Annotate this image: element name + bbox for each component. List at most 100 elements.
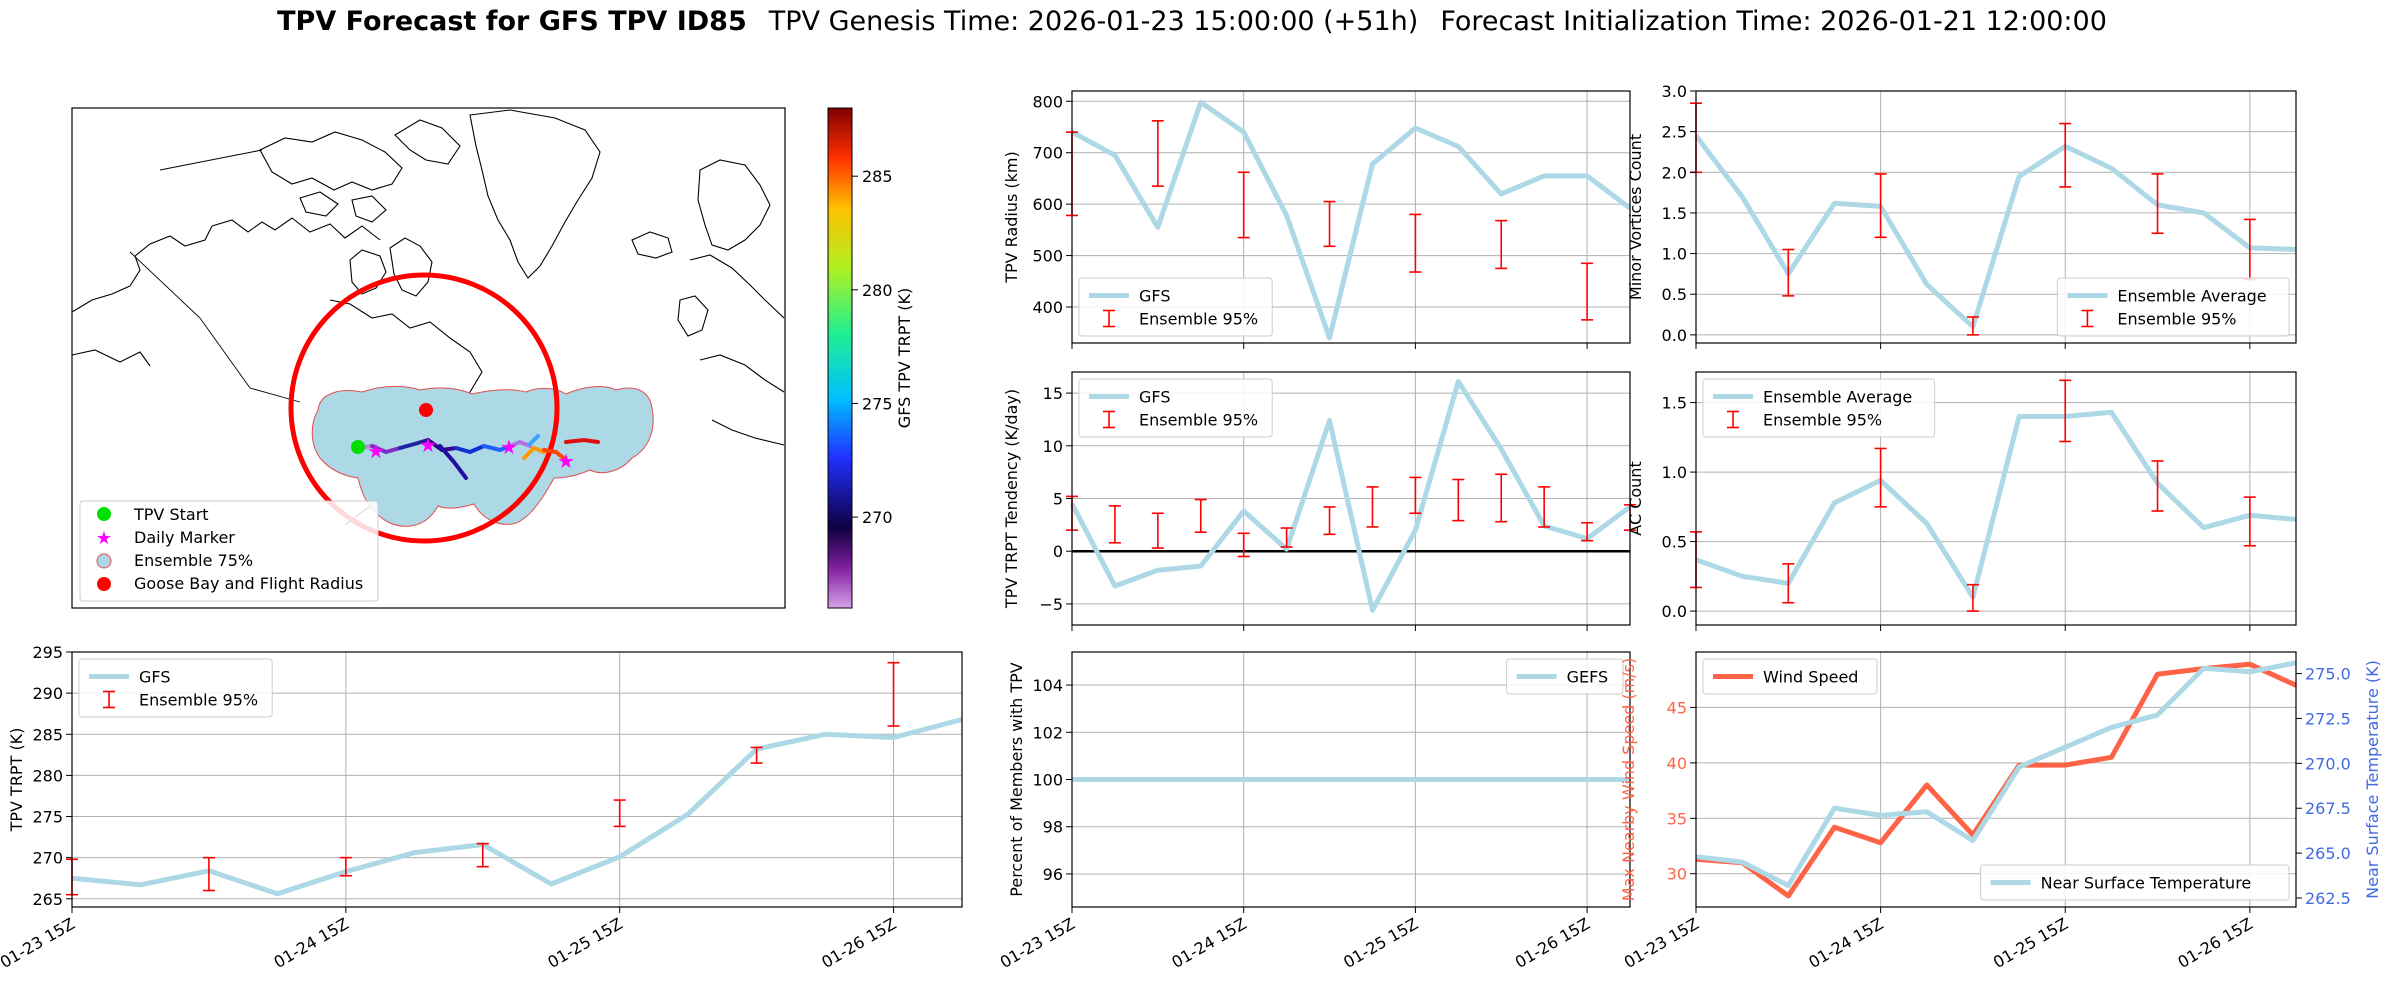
map-legend-label: Daily Marker: [134, 528, 235, 547]
legend-frame: [78, 658, 273, 718]
legend-label: GEFS: [1567, 668, 1609, 687]
x-tick-label: 01-25 15Z: [1990, 914, 2071, 972]
y-tick-label: 98: [1043, 818, 1063, 837]
series-line-ensemble-average: [1695, 409, 2297, 600]
map-legend-label: Goose Bay and Flight Radius: [134, 574, 363, 593]
map-panel: ★ ★ ★ ★ ★ TPV Start Daily Marker Ensembl…: [71, 107, 786, 609]
legend-frame: [1980, 864, 2290, 901]
y-tick-label: 104: [1032, 676, 1063, 695]
x-tick-label: 01-23 15Z: [997, 914, 1078, 972]
error-bar: [1409, 476, 1422, 515]
y-tick-label: 102: [1032, 723, 1063, 742]
legend-goosebay-icon: [97, 577, 111, 591]
error-bar: [1874, 447, 1887, 508]
error-bar: [1966, 583, 1979, 612]
y-axis-label-right: Near Surface Temperature (K): [2363, 660, 2382, 899]
y-tick-label: 280: [32, 766, 63, 785]
series-line-near-surface-temperature: [1695, 660, 2297, 888]
error-bar: [1108, 505, 1121, 544]
legend-frame: [2056, 277, 2290, 337]
error-bar: [1966, 316, 1979, 336]
y-tick-label: 290: [32, 684, 63, 703]
legend-label: GFS: [1139, 388, 1170, 407]
legend-ensemble-icon: [96, 553, 112, 569]
y-tick-label: 1.0: [1662, 463, 1687, 482]
y-tick-label: 1.5: [1662, 394, 1687, 413]
error-bar: [2151, 173, 2164, 235]
x-tick-label: 01-23 15Z: [1621, 914, 1702, 972]
axes-frame: [1695, 371, 2297, 626]
error-bar: [1874, 173, 1887, 239]
x-tick-label: 01-26 15Z: [2175, 914, 2256, 972]
y-tick-label-right: 265.0: [2305, 844, 2351, 863]
y-tick-label: −5: [1039, 595, 1063, 614]
chart-tendency: −5 0 5 10 15 TPV TRPT Tendency (K/day) GFS Ense…: [1002, 371, 1636, 631]
error-bar: [1237, 171, 1250, 239]
error-bar: [887, 661, 900, 727]
legend-errorbar-icon: [1103, 309, 1115, 328]
y-axis-label: TPV Radius (km): [1002, 151, 1021, 284]
y-tick-label: 265: [32, 890, 63, 909]
error-bar: [1194, 498, 1207, 534]
legend-errorbar-icon: [2081, 309, 2094, 328]
error-bar: [1581, 262, 1594, 321]
x-tick-label: 01-23 15Z: [0, 914, 78, 972]
series-line-wind-speed: [1695, 661, 2298, 899]
chart-legend: Ensemble Average Ensemble 95%: [2056, 277, 2290, 337]
map-legend: ★ TPV Start Daily Marker Ensemble 75% Go…: [79, 500, 379, 602]
y-tick-label: 15: [1043, 384, 1063, 403]
x-tick-label: 01-25 15Z: [544, 914, 625, 972]
y-tick-label-right: 262.5: [2305, 889, 2351, 908]
chart-legend: GFS Ensemble 95%: [78, 658, 273, 718]
y-tick-label: 2.5: [1662, 123, 1687, 142]
y-tick-label: 1.5: [1662, 204, 1687, 223]
chart-legend: Wind Speed: [1702, 658, 1878, 695]
error-bar: [1452, 478, 1465, 522]
y-axis-label: Max Nearby Wind Speed (m/s): [1619, 658, 1638, 901]
y-tick-label: 10: [1043, 437, 1063, 456]
title-init: Forecast Initialization Time: 2026-01-21…: [1440, 6, 2107, 37]
colorbar-tick-label: 275: [862, 394, 893, 413]
error-bar: [2059, 379, 2072, 443]
y-tick-label-right: 270.0: [2305, 754, 2351, 773]
y-tick-label: 3.0: [1662, 82, 1687, 101]
figure-title: TPV Forecast for GFS TPV ID85 TPV Genesis…: [0, 6, 2384, 37]
error-bar: [2243, 496, 2256, 547]
y-tick-label: 100: [1032, 771, 1063, 790]
goose-bay-marker: [419, 403, 433, 417]
daily-markers: ★ ★ ★ ★: [367, 433, 575, 473]
legend-label: Ensemble 95%: [139, 691, 258, 710]
legend-label: Ensemble 95%: [1763, 411, 1882, 430]
chart-legend: Ensemble Average Ensemble 95%: [1702, 378, 1936, 438]
y-tick-label: 270: [32, 849, 63, 868]
error-bar: [2151, 460, 2164, 512]
error-bar: [1782, 563, 1795, 604]
chart-legend: GFS Ensemble 95%: [1078, 277, 1273, 337]
error-bar: [1280, 527, 1293, 548]
error-bar: [1323, 200, 1336, 248]
error-bar: [750, 746, 763, 764]
series-line-gfs: [1069, 379, 1632, 613]
y-tick-label: 5: [1053, 490, 1063, 509]
y-tick-label: 275: [32, 808, 63, 827]
flight-radius-circle: [288, 272, 560, 544]
error-bar: [1782, 248, 1795, 297]
legend-label: Wind Speed: [1763, 668, 1858, 687]
y-tick-label-right: 272.5: [2305, 709, 2351, 728]
error-bar: [1581, 521, 1594, 542]
legend-start-icon: [97, 507, 111, 521]
title-genesis: TPV Genesis Time: 2026-01-23 15:00:00 (+…: [768, 6, 1419, 37]
error-bar: [613, 799, 626, 828]
y-tick-label: 45: [1667, 698, 1687, 717]
y-axis-label: AC Count: [1626, 461, 1645, 535]
tpv-start-marker: [351, 440, 365, 454]
series-line-gfs: [71, 717, 963, 897]
legend-label: Ensemble 95%: [1139, 411, 1258, 430]
axes-frame: [1071, 90, 1631, 344]
y-tick-label: 35: [1667, 809, 1687, 828]
y-tick-label-right: 275.0: [2305, 665, 2351, 684]
series-line-ensemble-average: [1694, 134, 2297, 330]
y-tick-label: 40: [1667, 754, 1687, 773]
daily-marker: ★: [419, 433, 437, 457]
